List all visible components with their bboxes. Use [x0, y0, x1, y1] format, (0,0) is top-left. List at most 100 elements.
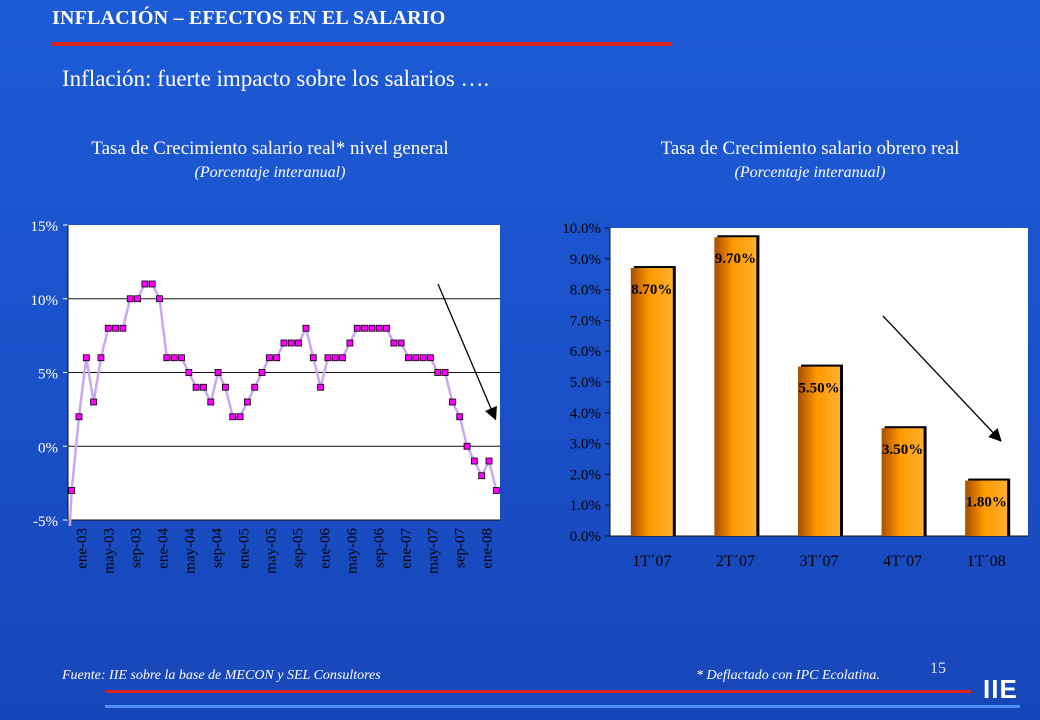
- data-point: [463, 442, 471, 450]
- data-point: [141, 280, 149, 288]
- page-number: 15: [930, 660, 946, 677]
- data-point: [405, 354, 412, 362]
- data-point: [243, 398, 251, 406]
- data-point: [302, 324, 310, 332]
- line-chart-subtitle: (Porcentaje interanual): [194, 164, 346, 181]
- data-point: [449, 398, 456, 406]
- data-point: [185, 369, 193, 376]
- data-point: [353, 324, 361, 332]
- x-tick-label: may-07: [426, 528, 442, 574]
- footer-source: Fuente: IIE sobre la base de MECON y SEL…: [62, 668, 381, 683]
- line-series-group: [68, 280, 500, 526]
- data-point: [295, 339, 303, 347]
- x-tick-label: sep-07: [453, 528, 469, 568]
- data-point: [485, 457, 493, 465]
- y-tick-label: 5%: [38, 367, 58, 383]
- x-tick-label: 1T´08: [967, 553, 1006, 570]
- trend-arrow: [882, 315, 1002, 442]
- data-point: [368, 324, 376, 332]
- data-point: [170, 354, 178, 362]
- x-tick-label: sep-05: [291, 528, 307, 568]
- slide-title: INFLACIÓN – EFECTOS EN EL SALARIO: [52, 7, 446, 29]
- data-point: [412, 354, 420, 362]
- bar-data-label: 8.70%: [631, 282, 672, 298]
- bar: [714, 237, 757, 537]
- data-point: [75, 413, 83, 421]
- data-point: [434, 369, 442, 376]
- data-point: [331, 354, 339, 362]
- y-tick-label: 3.0%: [570, 437, 601, 453]
- y-tick-label: 5.0%: [570, 375, 601, 391]
- data-point: [419, 354, 427, 362]
- x-tick-label: ene-08: [480, 528, 496, 569]
- series-line-entry: [68, 490, 73, 526]
- footer-note: * Deflactado con IPC Ecolatina.: [696, 668, 880, 683]
- bar-data-label: 9.70%: [715, 251, 756, 267]
- y-tick-label: 10%: [31, 293, 59, 309]
- slide-subtitle: Inflación: fuerte impacto sobre los sala…: [62, 66, 490, 91]
- data-point: [265, 354, 273, 362]
- x-tick-label: sep-06: [372, 528, 388, 568]
- data-point: [214, 369, 222, 376]
- x-tick-label: may-03: [102, 528, 118, 574]
- x-tick-label: ene-06: [318, 528, 334, 569]
- bar: [965, 480, 1008, 536]
- y-tick-label: 2.0%: [570, 467, 601, 483]
- x-tick-label: sep-03: [129, 528, 145, 568]
- x-tick-label: may-04: [183, 528, 199, 574]
- footer-rule-blue: [105, 705, 1020, 708]
- trend-arrow: [437, 283, 497, 421]
- y-tick-label: 9.0%: [570, 252, 601, 268]
- line-chart-title: Tasa de Crecimiento salario real* nivel …: [91, 138, 449, 159]
- data-point: [361, 324, 368, 332]
- x-tick-label: 2T´07: [716, 553, 755, 570]
- data-point: [156, 295, 163, 303]
- x-tick-label: sep-04: [210, 528, 226, 568]
- x-tick-label: 3T´07: [799, 553, 838, 570]
- data-point: [273, 354, 281, 362]
- x-tick-label: 4T´07: [883, 553, 922, 570]
- data-point: [397, 339, 405, 347]
- x-tick-label: may-05: [264, 528, 280, 574]
- data-point: [251, 383, 259, 391]
- data-point: [339, 354, 346, 362]
- data-point: [346, 339, 354, 347]
- data-point: [229, 413, 237, 421]
- data-point: [148, 280, 156, 288]
- y-tick-label: 8.0%: [570, 283, 601, 299]
- y-tick-label: 0.0%: [570, 529, 601, 545]
- x-tick-label: ene-03: [75, 528, 91, 569]
- y-tick-label: 0%: [38, 440, 58, 456]
- x-tick-label: ene-05: [237, 528, 253, 569]
- iie-logo: IIE: [983, 674, 1018, 704]
- bar-data-label: 1.80%: [966, 495, 1007, 511]
- y-tick-label: 6.0%: [570, 344, 601, 360]
- data-point: [317, 383, 325, 391]
- data-point: [441, 369, 449, 376]
- y-tick-label: 7.0%: [570, 313, 601, 329]
- x-tick-label: 1T´07: [632, 553, 671, 570]
- y-tick-label: 4.0%: [570, 406, 601, 422]
- data-point: [126, 295, 134, 303]
- y-tick-label: 1.0%: [570, 498, 601, 514]
- data-point: [287, 339, 295, 347]
- data-point: [119, 324, 127, 332]
- data-point: [383, 324, 390, 332]
- title-underline: [52, 42, 672, 46]
- footer-rule-red: [105, 690, 971, 693]
- data-point: [163, 354, 171, 362]
- data-point: [478, 472, 486, 480]
- bar: [798, 366, 840, 536]
- bar-chart-subtitle: (Porcentaje interanual): [734, 164, 886, 181]
- bar-data-label: 5.50%: [798, 381, 839, 397]
- data-point: [222, 383, 229, 391]
- data-point: [427, 354, 434, 362]
- data-point: [258, 369, 266, 376]
- data-point: [236, 413, 244, 421]
- bar-chart-title: Tasa de Crecimiento salario obrero real: [660, 138, 960, 159]
- y-tick-label: 15%: [31, 219, 59, 235]
- y-tick-label: 10.0%: [562, 221, 601, 237]
- data-point: [375, 324, 383, 332]
